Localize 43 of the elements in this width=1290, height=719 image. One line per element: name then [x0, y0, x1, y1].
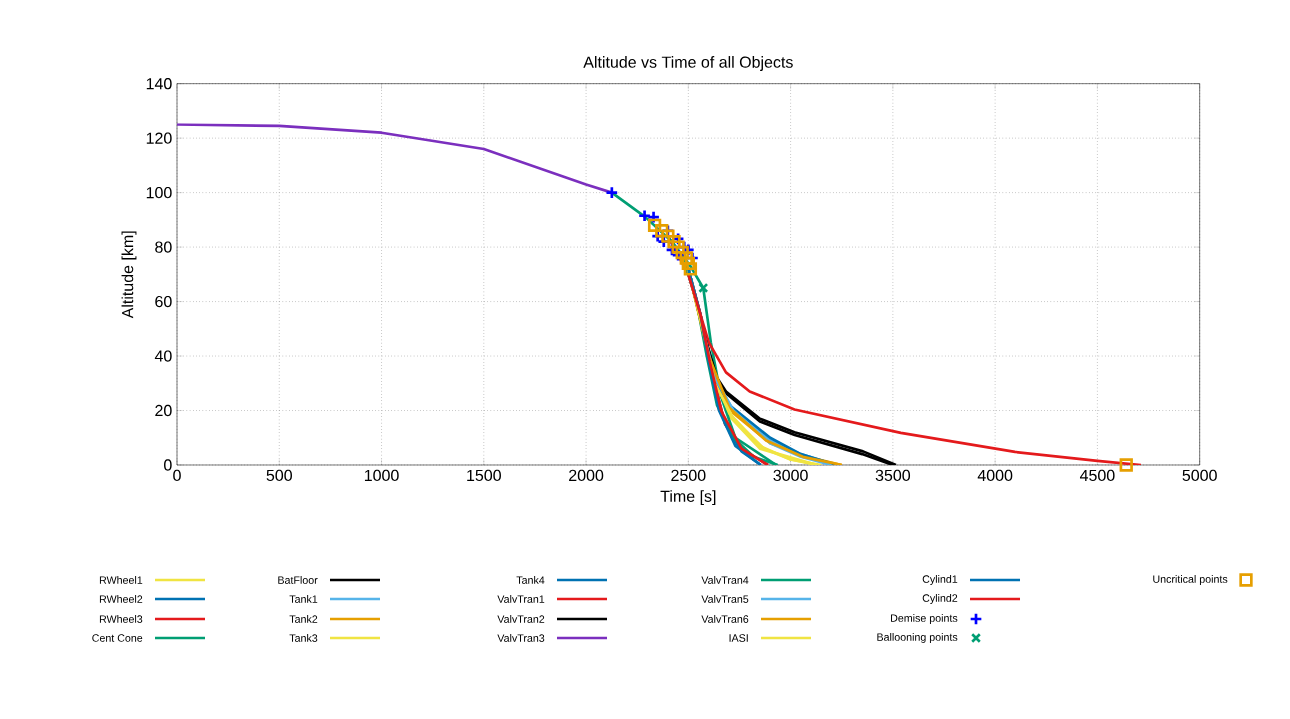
- x-tick-label: 4000: [977, 469, 1013, 482]
- legend-label: RWheel1: [99, 576, 143, 584]
- legend-label: Cent Cone: [92, 634, 143, 642]
- y-tick-label: 40: [154, 350, 172, 362]
- legend-label: Cylind1: [922, 575, 958, 585]
- x-tick-label: 1500: [467, 469, 501, 482]
- legend-label: ValvTran2: [497, 615, 545, 623]
- legend-label: Tank4: [516, 576, 545, 584]
- y-tick-label: 60: [155, 295, 172, 308]
- legend-label: BatFloor: [278, 576, 318, 584]
- chart-title: Altitude vs Time of all Objects: [583, 56, 793, 71]
- legend-label: Cylind2: [922, 594, 958, 604]
- legend-label: ValvTran5: [701, 595, 749, 603]
- legend-label: ValvTran6: [701, 615, 749, 623]
- x-tick-label: 1000: [364, 469, 399, 482]
- legend-label: Uncritical points: [1153, 575, 1228, 585]
- legend-label: Tank1: [289, 595, 318, 603]
- x-tick-label: 2000: [569, 469, 604, 482]
- legend-label: RWheel3: [99, 615, 143, 623]
- legend-label: ValvTran1: [497, 595, 545, 603]
- x-tick-label: 3500: [875, 469, 911, 482]
- y-tick-label: 20: [155, 404, 172, 417]
- legend-label: RWheel2: [99, 595, 143, 603]
- legend-label: Tank2: [289, 615, 318, 623]
- x-tick-label: 4500: [1079, 469, 1115, 482]
- legend-label: Demise points: [891, 614, 958, 624]
- y-tick-label: 0: [164, 459, 172, 471]
- legend-label: ValvTran4: [701, 576, 749, 584]
- legend-label: Ballooning points: [877, 633, 958, 643]
- x-tick-label: 3000: [773, 469, 808, 482]
- x-axis-title: Time [s]: [660, 490, 716, 506]
- x-tick-label: 0: [173, 469, 181, 482]
- y-tick-label: 80: [155, 241, 172, 253]
- x-tick-label: 5000: [1182, 469, 1217, 482]
- legend-label: ValvTran3: [497, 634, 545, 642]
- legend-label: Tank3: [289, 634, 318, 642]
- y-axis-title: Altitude [km]: [121, 231, 137, 319]
- y-tick-label: 120: [146, 132, 172, 144]
- legend-label: IASI: [729, 634, 748, 642]
- x-tick-label: 2500: [671, 469, 706, 482]
- x-tick-label: 500: [266, 469, 292, 482]
- y-tick-label: 100: [146, 186, 172, 199]
- y-tick-label: 140: [146, 78, 172, 90]
